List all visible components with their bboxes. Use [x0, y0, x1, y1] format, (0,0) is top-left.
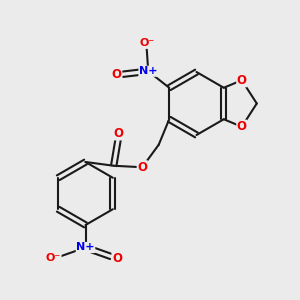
Text: O: O [112, 68, 122, 81]
Text: N+: N+ [76, 242, 95, 253]
Text: O⁻: O⁻ [139, 38, 154, 48]
Text: O: O [113, 127, 123, 140]
Text: O: O [237, 74, 247, 87]
Text: O⁻: O⁻ [46, 253, 61, 263]
Text: O: O [237, 120, 247, 133]
Text: O: O [112, 251, 122, 265]
Text: O: O [137, 161, 147, 174]
Text: N+: N+ [139, 66, 158, 76]
